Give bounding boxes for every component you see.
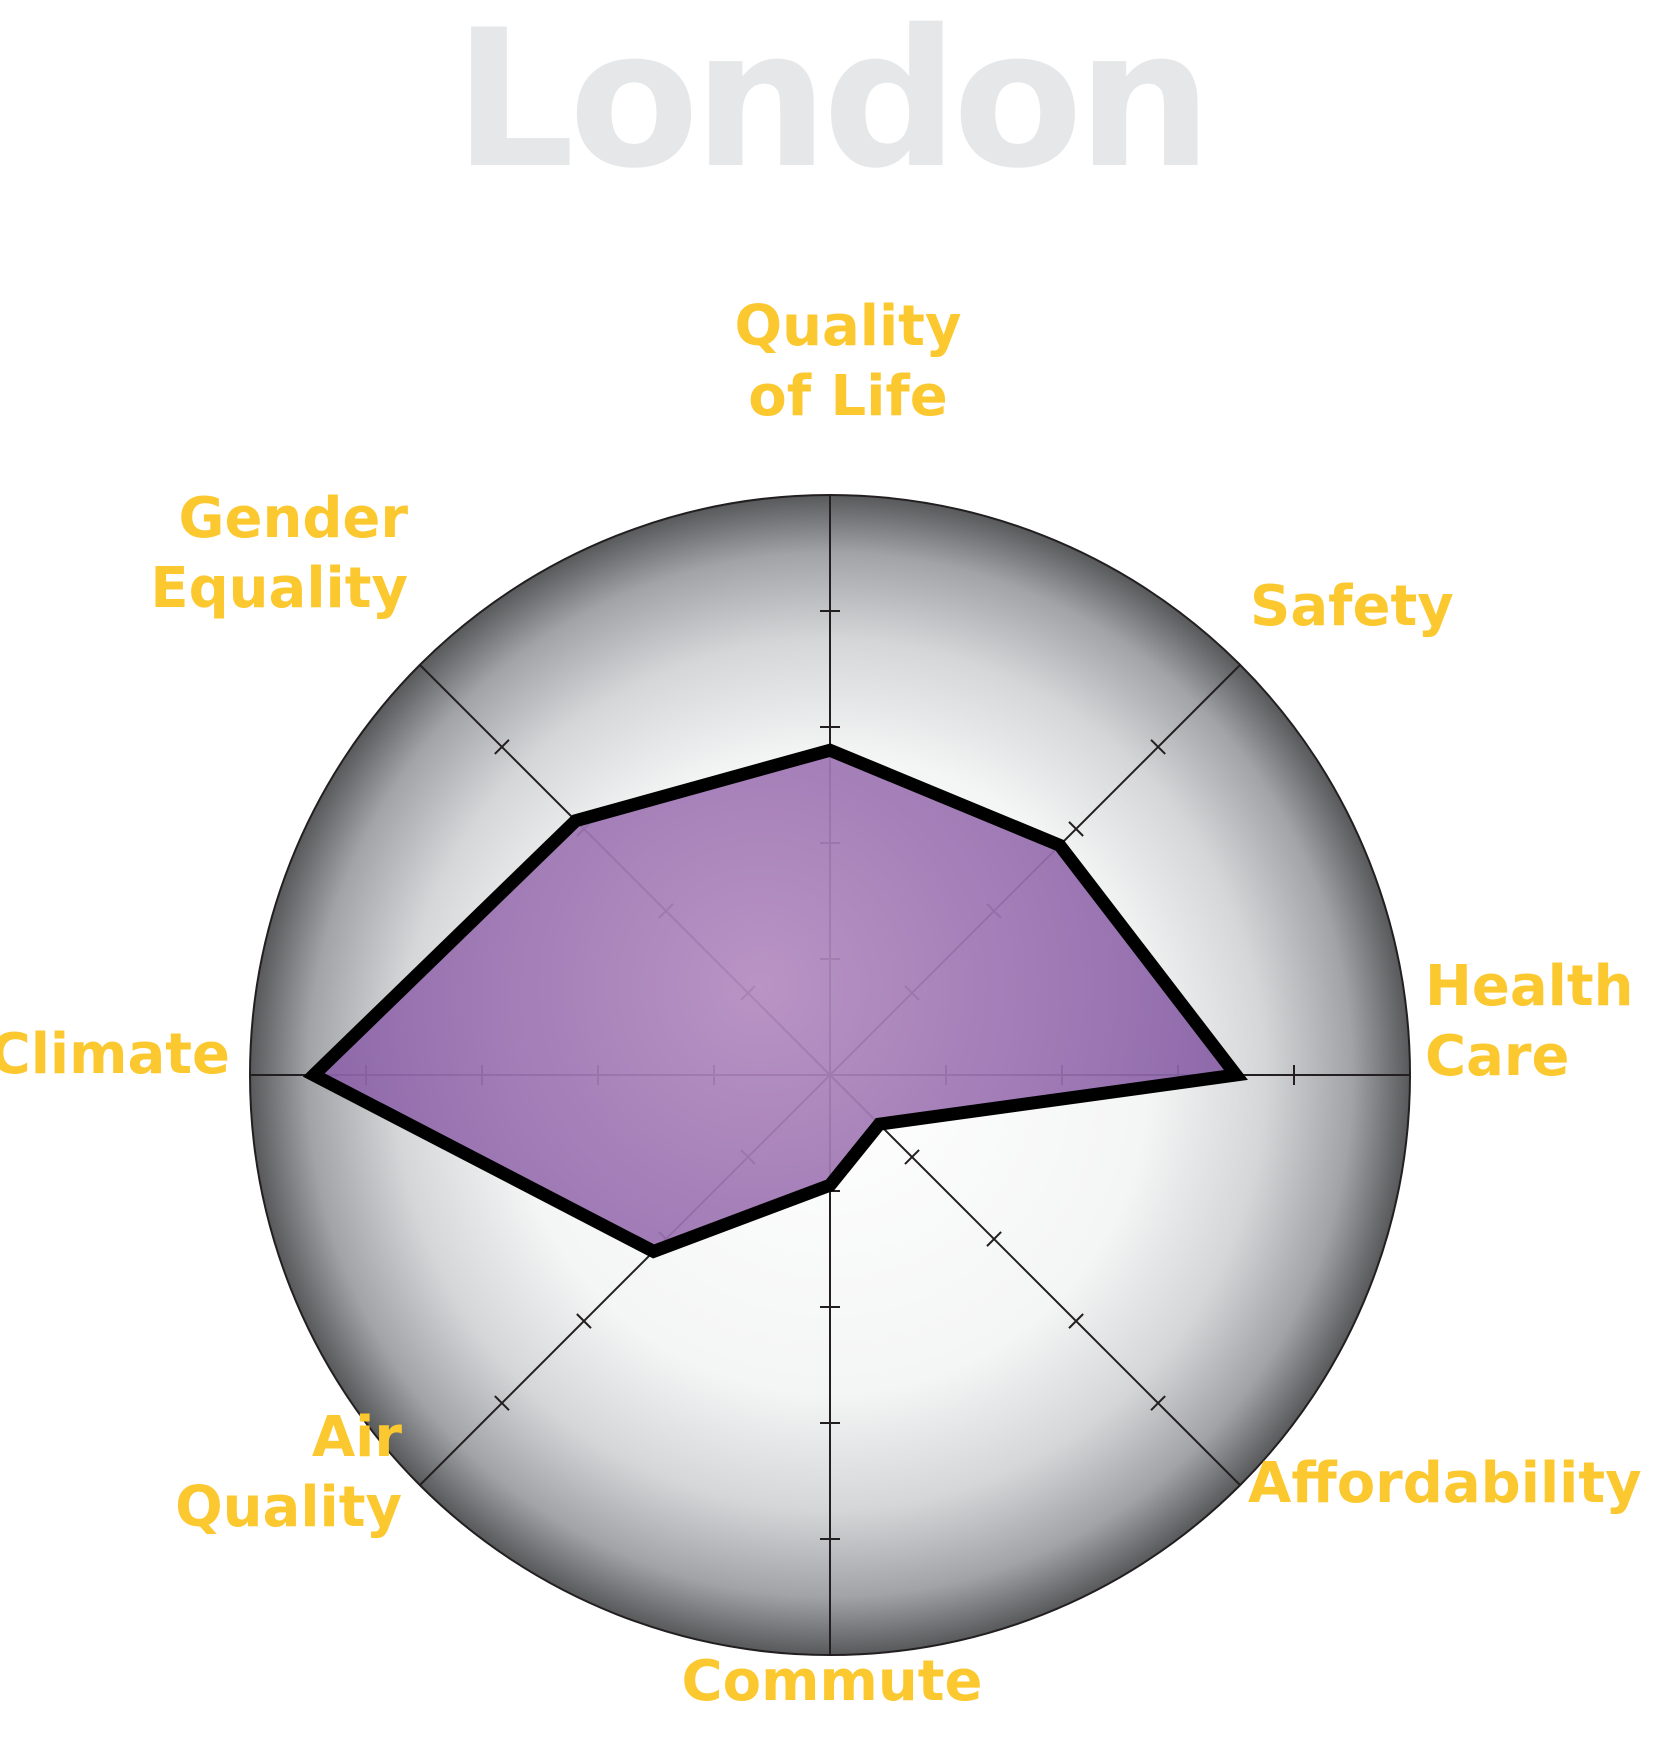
axis-tick-safety-3 (1068, 821, 1084, 837)
axis-label-line: Commute (682, 1649, 983, 1714)
data-point-safety (1057, 843, 1062, 848)
axis-label-line: Air (312, 1405, 403, 1470)
data-point-climate (311, 1073, 316, 1077)
axis-label-commute: Commute (682, 1649, 983, 1714)
axis-label-line: of Life (748, 364, 948, 429)
axis-label-line: Climate (0, 1022, 230, 1087)
axis-tick-gender-equality-4 (494, 739, 510, 755)
axis-label-quality-of-life: Quality of Life (735, 294, 962, 429)
axis-tick-air-quality-3 (576, 1313, 592, 1329)
axis-label-line: Equality (150, 556, 408, 621)
axis-label-air-quality: Air Quality (175, 1405, 402, 1540)
axis-label-climate: Climate (0, 1022, 230, 1087)
data-point-health-care (1234, 1073, 1238, 1077)
axis-tick-air-quality-4 (494, 1395, 510, 1411)
axis-label-line: Quality (735, 294, 962, 359)
axis-label-affordability: Affordability (1248, 1451, 1642, 1516)
axis-label-gender-equality: Gender Equality (150, 486, 408, 621)
data-point-affordability (877, 1122, 882, 1127)
axis-label-line: Health (1425, 954, 1633, 1019)
axis-tick-affordability-2 (986, 1231, 1002, 1247)
data-point-gender-equality (573, 818, 578, 823)
axis-tick-affordability-4 (1150, 1395, 1166, 1411)
axis-tick-safety-4 (1150, 739, 1166, 755)
radar-data-layer (302, 743, 1248, 1259)
axis-line-affordability (829, 1074, 1241, 1486)
axis-label-line: Gender (179, 486, 409, 551)
axis-label-line: Affordability (1248, 1451, 1642, 1516)
axis-label-safety: Safety (1250, 574, 1454, 639)
chart-title: London (453, 0, 1213, 210)
axis-label-line: Quality (175, 1475, 402, 1540)
data-point-quality-of-life (828, 748, 832, 753)
axis-label-health-care: Health Care (1425, 954, 1633, 1089)
axis-tick-affordability-1 (904, 1149, 920, 1165)
axis-label-line: Care (1425, 1024, 1569, 1089)
axis-label-line: Safety (1250, 574, 1454, 639)
axis-tick-affordability-3 (1068, 1313, 1084, 1329)
data-point-air-quality (651, 1249, 656, 1254)
data-point-commute (828, 1183, 832, 1188)
